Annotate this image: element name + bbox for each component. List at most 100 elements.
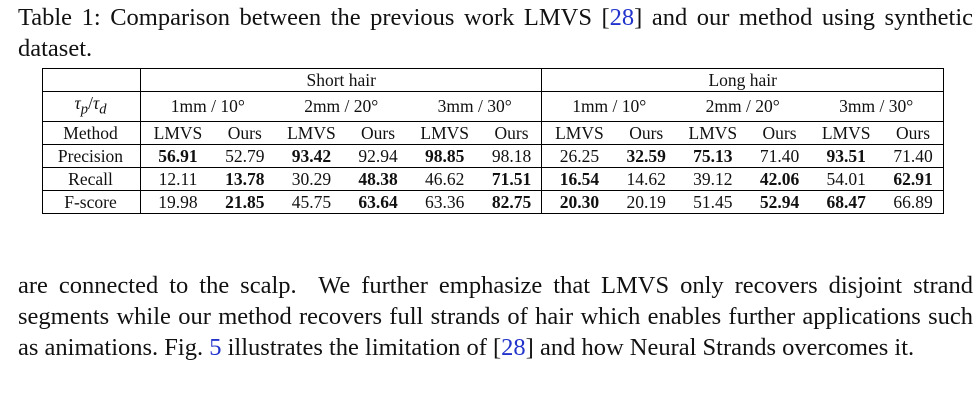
- value: 63.36: [425, 191, 465, 212]
- cell: 48.38: [348, 166, 408, 191]
- method: Ours: [883, 120, 944, 145]
- method: LMVS: [274, 120, 349, 145]
- text: are connected to the scalp. We further e…: [18, 272, 973, 361]
- value: 46.62: [425, 168, 465, 189]
- header-row: Short hair Long hair: [42, 68, 944, 92]
- value: 32.59: [626, 145, 666, 166]
- value: 68.47: [826, 191, 866, 212]
- value: 16.54: [559, 168, 600, 189]
- row-label: F-score: [42, 189, 141, 214]
- cell: 93.42: [274, 143, 349, 168]
- value: 98.18: [491, 145, 532, 166]
- cell: 45.75: [274, 189, 349, 214]
- value: 82.75: [491, 191, 532, 212]
- group-header: Long hair: [541, 68, 944, 92]
- value: 45.75: [291, 191, 332, 212]
- value: 19.98: [158, 191, 198, 212]
- row-label: Recall: [42, 166, 141, 191]
- method: LMVS: [140, 120, 215, 145]
- value: 52.79: [225, 145, 265, 166]
- cell: 46.62: [407, 166, 482, 191]
- cell: 75.13: [676, 143, 750, 168]
- value: 14.62: [626, 168, 666, 189]
- value: 30.29: [291, 168, 332, 189]
- value: 66.89: [893, 191, 933, 212]
- threshold: 3mm / 30°: [407, 91, 543, 122]
- value: 93.42: [291, 145, 332, 166]
- value: 71.51: [491, 168, 532, 189]
- value: 39.12: [693, 168, 733, 189]
- paragraph: are connected to the scalp. We further e…: [18, 270, 973, 363]
- method: Ours: [616, 120, 677, 145]
- results-table: Short hair Long hair τp/τd 1mm / 10° 2mm / 2…: [42, 68, 944, 214]
- value: 42.06: [759, 168, 800, 189]
- header-row: τp/τd 1mm / 10° 2mm / 20° 3mm / 30° 1mm / 10…: [42, 91, 944, 122]
- value: 54.01: [826, 168, 866, 189]
- method: LMVS: [407, 120, 482, 145]
- cell: 21.85: [214, 189, 275, 214]
- method: Ours: [749, 120, 810, 145]
- value: 12.11: [158, 168, 198, 189]
- value: 20.19: [626, 191, 666, 212]
- cell: 14.62: [616, 166, 677, 191]
- cell: 93.51: [809, 143, 883, 168]
- value: 21.85: [225, 191, 265, 212]
- cell: [42, 68, 141, 92]
- value: 48.38: [358, 168, 398, 189]
- caption-label: Table 1:: [18, 4, 101, 31]
- method: LMVS: [541, 120, 617, 145]
- data-row: F-score 19.98 21.85 45.75 63.64 63.36 82.75 20.…: [42, 189, 944, 214]
- value: 20.30: [559, 191, 600, 212]
- citation[interactable]: 28: [609, 4, 635, 31]
- method: Ours: [348, 120, 408, 145]
- caption-text: ] and our method using synthetic dataset…: [18, 4, 974, 62]
- cell: 30.29: [274, 166, 349, 191]
- cell: 52.79: [214, 143, 275, 168]
- threshold: 2mm / 20°: [676, 91, 810, 122]
- value: 62.91: [893, 168, 933, 189]
- cell: 56.91: [140, 143, 215, 168]
- value: 56.91: [158, 145, 198, 166]
- cell: 71.40: [883, 143, 944, 168]
- cell: 51.45: [676, 189, 750, 214]
- cell: 63.64: [348, 189, 408, 214]
- value: 93.51: [826, 145, 866, 166]
- cell: 71.40: [749, 143, 810, 168]
- value: 13.78: [225, 168, 265, 189]
- symbol: p: [80, 101, 89, 118]
- cell: 39.12: [676, 166, 750, 191]
- caption: Table 1: Comparison between the previous…: [18, 2, 973, 64]
- cell: 82.75: [481, 189, 543, 214]
- text: illustrates the limitation of [: [221, 334, 502, 361]
- symbol: τ: [74, 93, 81, 113]
- row-label: Precision: [42, 143, 141, 168]
- header-row: Method LMVS Ours LMVS Ours LMVS Ours LMVS Ours LM…: [42, 120, 944, 145]
- cell: 13.78: [214, 166, 275, 191]
- threshold: 1mm / 10°: [140, 91, 275, 122]
- value: 71.40: [759, 145, 800, 166]
- cell: 66.89: [883, 189, 944, 214]
- citation[interactable]: 28: [501, 334, 526, 361]
- cell: 68.47: [809, 189, 883, 214]
- method: Ours: [214, 120, 275, 145]
- cell: 71.51: [481, 166, 543, 191]
- row-label: Method: [42, 120, 141, 145]
- value: 26.25: [559, 145, 600, 166]
- cell: 32.59: [616, 143, 677, 168]
- cell: 98.85: [407, 143, 482, 168]
- value: 98.85: [425, 145, 465, 166]
- cell: 98.18: [481, 143, 543, 168]
- figure-ref[interactable]: 5: [209, 334, 222, 361]
- method: LMVS: [676, 120, 750, 145]
- caption-text: Comparison between the previous work LMV…: [110, 4, 610, 31]
- cell: 62.91: [883, 166, 944, 191]
- threshold: 3mm / 30°: [809, 91, 944, 122]
- cell: 16.54: [541, 166, 617, 191]
- data-row: Recall 12.11 13.78 30.29 48.38 46.62 71.51 16.5…: [42, 166, 944, 191]
- symbol: τ: [92, 93, 100, 113]
- value: 71.40: [893, 145, 933, 166]
- method: Ours: [481, 120, 543, 145]
- value: 52.94: [759, 191, 800, 212]
- threshold: 2mm / 20°: [274, 91, 408, 122]
